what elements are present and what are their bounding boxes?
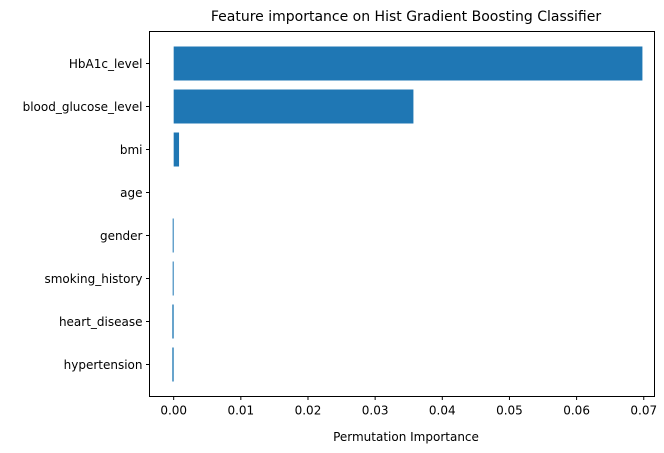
bar-blood-glucose-level	[173, 89, 414, 124]
bar-smoking-history	[172, 261, 174, 296]
x-axis: 0.00 0.01 0.02 0.03 0.04 0.05 0.06 0.07	[160, 396, 657, 418]
y-tick-label: gender	[100, 229, 143, 243]
y-tick-label: age	[120, 186, 142, 200]
bars-layer	[172, 46, 643, 382]
bar-bmi	[173, 132, 180, 167]
bar-gender	[172, 218, 174, 253]
chart-title: Feature importance on Hist Gradient Boos…	[211, 9, 601, 25]
x-tick-label: 0.03	[362, 404, 389, 418]
y-tick-label: hypertension	[64, 358, 143, 372]
bar-hypertension	[172, 347, 174, 382]
x-tick-label: 0.02	[295, 404, 322, 418]
x-tick-label: 0.07	[630, 404, 657, 418]
plot-frame	[149, 31, 655, 397]
x-tick-label: 0.05	[496, 404, 523, 418]
x-tick-label: 0.01	[227, 404, 254, 418]
x-tick-label: 0.04	[429, 404, 456, 418]
y-tick-label: blood_glucose_level	[23, 100, 143, 114]
x-tick-label: 0.06	[563, 404, 590, 418]
y-tick-label: heart_disease	[59, 315, 143, 329]
y-tick-label: smoking_history	[44, 272, 142, 286]
y-tick-label: bmi	[120, 143, 143, 157]
x-tick-label: 0.00	[160, 404, 187, 418]
x-axis-label: Permutation Importance	[333, 430, 479, 444]
bar-hba1c-level	[173, 46, 643, 81]
y-tick-label: HbA1c_level	[69, 57, 143, 71]
bar-heart-disease	[172, 304, 174, 339]
